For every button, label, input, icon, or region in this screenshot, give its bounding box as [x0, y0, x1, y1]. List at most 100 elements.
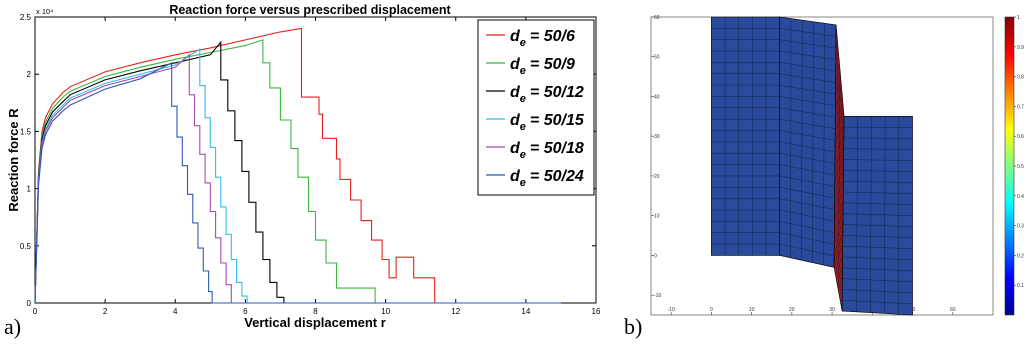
- mesh-line: [835, 105, 844, 182]
- mesh-x-tick-label: 10: [749, 307, 755, 313]
- mesh-line: [843, 202, 913, 205]
- x-tick-label: 12: [451, 307, 460, 316]
- mesh-line: [835, 82, 844, 163]
- mesh-line: [779, 153, 835, 164]
- mesh-line: [834, 209, 843, 265]
- mesh-line: [842, 245, 913, 249]
- mesh-line: [834, 151, 844, 219]
- x-tick-label: 16: [592, 307, 601, 316]
- mesh-line: [779, 232, 835, 245]
- colorbar-tick-label: 0.8: [1017, 75, 1024, 81]
- mesh-line: [835, 71, 844, 154]
- y-tick-label: 2.5: [20, 13, 32, 22]
- x-tick-label: 14: [521, 307, 530, 316]
- y-exponent-label: x 10⁴: [36, 7, 53, 16]
- mesh-line: [779, 62, 836, 72]
- mesh-left-block: [711, 16, 781, 256]
- mesh-line: [842, 278, 913, 283]
- colorbar-gradient: [1004, 16, 1015, 316]
- legend: de = 50/6 de = 50/9 de = 50/12 de = 50/15 de = 50…: [486, 28, 585, 189]
- x-tick-label: 10: [381, 307, 390, 316]
- mesh-line: [812, 21, 814, 263]
- panel-b-label: b): [624, 314, 642, 339]
- series-line-5: [34, 53, 561, 304]
- y-tick-label: 0.5: [20, 242, 32, 251]
- mesh-y-tick-label: -10: [654, 293, 661, 299]
- mesh-line: [779, 243, 835, 256]
- mesh-line: [801, 20, 803, 261]
- mesh-x-tick-label: 0: [710, 307, 713, 313]
- mesh-line: [779, 141, 836, 153]
- mesh-line: [843, 170, 913, 172]
- mesh-line: [835, 48, 845, 135]
- legend-entry: de = 50/6: [510, 28, 575, 49]
- colorbar-tick-label: 0.3: [1017, 224, 1024, 230]
- mesh-line: [779, 130, 836, 141]
- colorbar-tick-label: 0.2: [1017, 253, 1024, 259]
- legend-entry: de = 50/15: [510, 112, 585, 133]
- mesh-y-tick-label: 60: [654, 15, 660, 21]
- mesh-line: [835, 36, 845, 126]
- panel-a-reaction-force-chart: Reaction force versus prescribed displac…: [4, 3, 601, 339]
- series-line-3: [34, 40, 561, 304]
- colorbar: 0.1 0.2 0.3 0.4 0.5 0.6 0.7 0.8 0.9 1: [1004, 15, 1024, 316]
- mesh-line: [843, 159, 913, 161]
- x-tick-label: 6: [243, 307, 248, 316]
- colorbar-tick-label: 0.5: [1017, 164, 1024, 170]
- mesh-line: [779, 209, 835, 222]
- mesh-line: [779, 164, 835, 176]
- mesh-line: [834, 174, 844, 237]
- mesh-line: [834, 221, 843, 274]
- mesh-y-tick-label: 30: [654, 134, 660, 140]
- x-axis-label: Vertical displacement r: [244, 315, 386, 330]
- deformed-mesh: [711, 16, 913, 316]
- mesh-line: [834, 232, 843, 284]
- mesh-line: [835, 117, 844, 191]
- mesh-line: [842, 267, 913, 272]
- y-axis-label: Reaction force R: [6, 108, 21, 212]
- mesh-line: [779, 107, 836, 118]
- y-tick-label: 2: [27, 70, 32, 79]
- mesh-line: [779, 39, 836, 49]
- mesh-y-tick-label: 50: [654, 55, 660, 61]
- mesh-line: [823, 23, 825, 265]
- mesh-line: [834, 140, 844, 210]
- legend-entry: de = 50/9: [510, 56, 575, 77]
- mesh-line: [837, 70, 841, 290]
- mesh-line: [843, 213, 913, 216]
- mesh-y-tick-label: 40: [654, 94, 660, 100]
- y-tick-label: 1: [27, 185, 32, 194]
- mesh-line: [779, 28, 837, 37]
- mesh-y-tick-label: 10: [654, 214, 660, 220]
- mesh-y-tick-label: 20: [654, 174, 660, 180]
- y-axis-ticks: 0 0.5 1 1.5 2 2.5: [20, 13, 596, 308]
- mesh-line: [779, 198, 835, 210]
- panel-a-label: a): [4, 314, 21, 339]
- legend-box: [477, 19, 595, 196]
- series-line-4: [34, 47, 561, 304]
- mesh-middle-block: [779, 16, 837, 268]
- x-tick-label: 2: [103, 307, 108, 316]
- mesh-line: [842, 289, 913, 294]
- colorbar-tick-label: 0.6: [1017, 134, 1024, 140]
- mesh-x-tick-label: -10: [668, 307, 675, 313]
- mesh-line: [779, 50, 836, 60]
- mesh-line: [834, 163, 844, 228]
- mesh-y-axis-ticks: -10 0 10 20 30 40 50 60: [651, 15, 661, 299]
- colorbar-tick-label: 0.9: [1017, 45, 1024, 51]
- mesh-line: [835, 59, 845, 145]
- mesh-line: [779, 221, 835, 233]
- legend-entry: de = 50/12: [510, 84, 584, 105]
- y-tick-label: 1.5: [20, 127, 32, 136]
- mesh-line: [779, 96, 836, 106]
- series-line-1: [34, 27, 561, 304]
- mesh-line: [843, 224, 913, 227]
- colorbar-tick-label: 1: [1017, 15, 1020, 21]
- mesh-line: [779, 118, 836, 129]
- mesh-line: [779, 73, 836, 83]
- legend-entry: de = 50/18: [510, 140, 584, 161]
- y-tick-label: 0: [27, 299, 32, 308]
- x-axis-ticks: 0 2 4 6 8 10 12 14 16: [33, 17, 601, 316]
